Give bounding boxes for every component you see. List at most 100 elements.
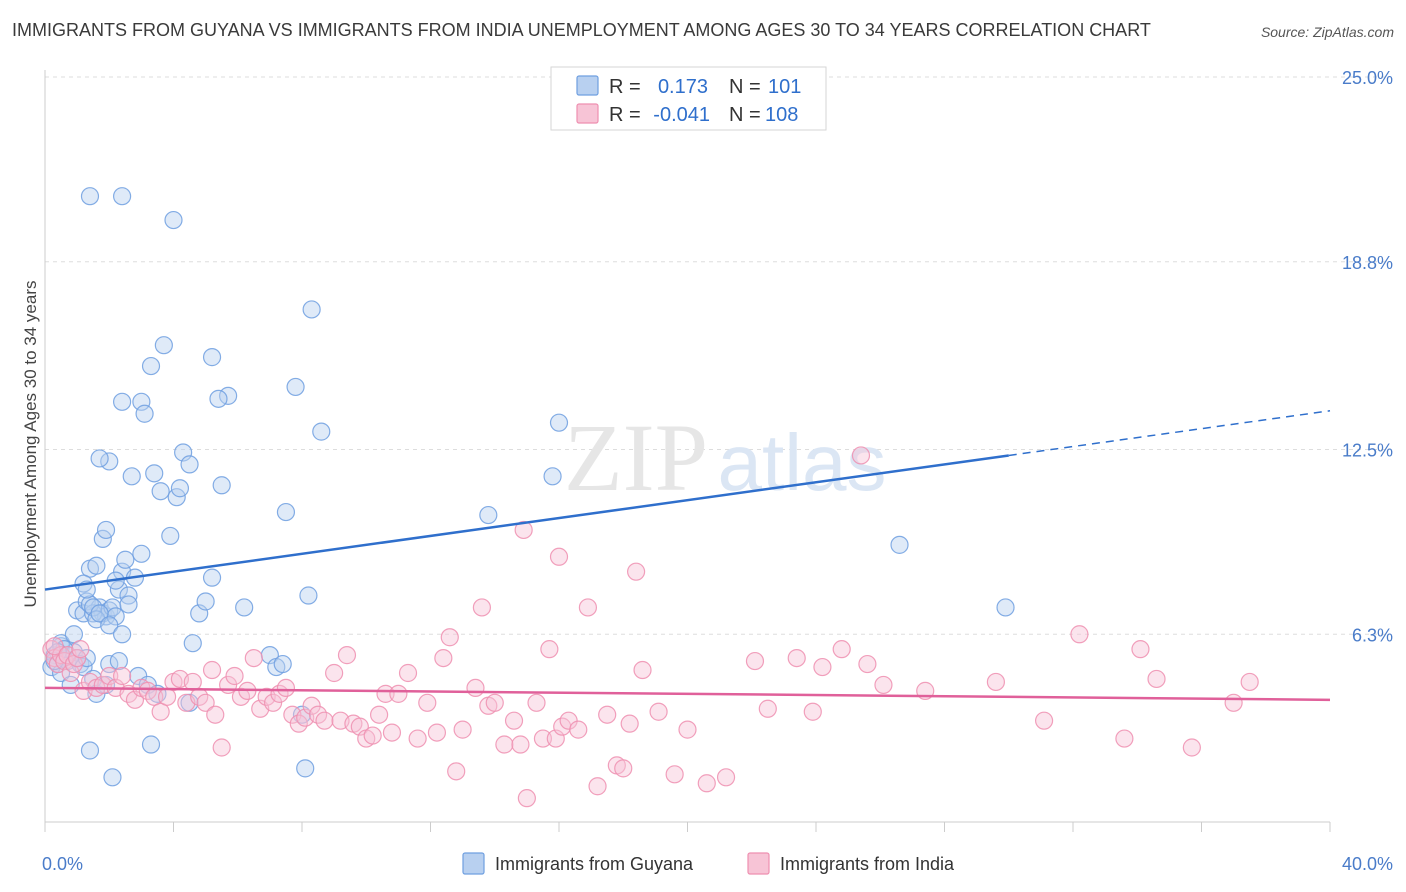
data-point-india bbox=[533, 729, 553, 748]
data-point-india bbox=[1115, 729, 1134, 748]
data-point-india bbox=[1147, 669, 1166, 689]
data-point-india bbox=[549, 547, 569, 566]
series-india-points bbox=[42, 446, 1259, 808]
data-point-india bbox=[716, 768, 736, 787]
data-point-india bbox=[858, 654, 877, 674]
data-point-india bbox=[453, 720, 472, 739]
legend-r-label: R = bbox=[609, 104, 641, 126]
data-point-india bbox=[697, 774, 716, 793]
data-point-india bbox=[758, 699, 777, 718]
data-point-guyana bbox=[132, 544, 151, 563]
data-point-india bbox=[363, 726, 382, 745]
legend-r-value-guyana: 0.173 bbox=[658, 76, 708, 98]
data-point-guyana bbox=[202, 568, 222, 587]
data-point-india bbox=[626, 562, 646, 581]
data-point-india bbox=[408, 729, 427, 748]
data-point-india bbox=[1034, 711, 1054, 730]
data-point-india bbox=[225, 666, 244, 686]
data-point-guyana bbox=[302, 300, 321, 319]
data-point-india bbox=[527, 693, 546, 712]
chart-title: IMMIGRANTS FROM GUYANA VS IMMIGRANTS FRO… bbox=[12, 20, 1151, 40]
data-point-india bbox=[196, 693, 215, 712]
y-tick-label: 18.8% bbox=[1342, 253, 1393, 273]
data-point-india bbox=[787, 648, 806, 668]
data-point-guyana bbox=[296, 759, 315, 778]
data-point-guyana bbox=[90, 449, 109, 468]
data-point-india bbox=[614, 759, 633, 778]
data-point-guyana bbox=[80, 187, 100, 206]
data-point-india bbox=[276, 678, 296, 698]
data-point-india bbox=[495, 735, 514, 754]
legend-n-value-guyana: 101 bbox=[768, 76, 801, 98]
data-point-india bbox=[376, 684, 395, 703]
data-point-india bbox=[832, 640, 851, 659]
trend-line-india bbox=[44, 686, 1331, 702]
series-legend: Immigrants from Guyana Immigrants from I… bbox=[462, 852, 955, 875]
data-point-india bbox=[427, 723, 447, 742]
data-point-guyana bbox=[170, 479, 190, 498]
data-point-guyana bbox=[90, 604, 109, 623]
series-legend-label-india: Immigrants from India bbox=[780, 854, 955, 874]
data-point-guyana bbox=[276, 502, 296, 522]
data-point-india bbox=[986, 672, 1006, 692]
data-point-india bbox=[665, 765, 684, 784]
data-point-guyana bbox=[235, 598, 254, 617]
series-legend-swatch-guyana bbox=[462, 852, 485, 875]
legend-n-label: N = bbox=[729, 104, 761, 126]
data-point-guyana bbox=[100, 616, 119, 635]
y-tick-label: 6.3% bbox=[1352, 625, 1393, 645]
axes bbox=[44, 70, 1331, 832]
data-point-guyana bbox=[543, 467, 562, 486]
data-point-guyana bbox=[183, 634, 202, 653]
data-point-guyana bbox=[119, 595, 138, 614]
series-legend-swatch-india bbox=[747, 852, 770, 875]
data-point-india bbox=[620, 714, 639, 733]
data-point-guyana bbox=[112, 392, 132, 411]
data-point-guyana bbox=[312, 422, 331, 441]
legend-swatch-india bbox=[576, 103, 599, 124]
data-point-guyana bbox=[479, 505, 498, 525]
data-point-india bbox=[633, 660, 652, 680]
data-point-india bbox=[472, 598, 491, 617]
data-point-guyana bbox=[103, 768, 122, 787]
data-point-india bbox=[440, 628, 459, 647]
data-point-india bbox=[418, 693, 437, 712]
data-point-india bbox=[1070, 625, 1089, 644]
data-point-india bbox=[851, 446, 871, 465]
data-point-guyana bbox=[996, 598, 1015, 617]
trend-line-guyana-extension bbox=[1008, 410, 1331, 457]
legend-n-label: N = bbox=[729, 76, 761, 98]
watermark-zip: ZIP bbox=[564, 404, 708, 511]
x-tick-label: 0.0% bbox=[42, 854, 83, 874]
x-tick-label: 40.0% bbox=[1342, 854, 1393, 874]
data-point-guyana bbox=[151, 482, 170, 501]
data-point-guyana bbox=[196, 592, 215, 611]
data-point-guyana bbox=[212, 476, 231, 495]
data-point-india bbox=[578, 598, 598, 617]
data-point-guyana bbox=[109, 651, 128, 671]
data-point-india bbox=[504, 711, 524, 730]
data-point-india bbox=[511, 735, 530, 754]
data-point-guyana bbox=[132, 392, 151, 411]
data-point-guyana bbox=[299, 586, 318, 605]
data-point-india bbox=[1240, 672, 1259, 692]
data-point-guyana bbox=[122, 467, 141, 486]
series-legend-label-guyana: Immigrants from Guyana bbox=[495, 854, 694, 874]
data-point-india bbox=[569, 720, 588, 739]
legend-r-label: R = bbox=[609, 76, 641, 98]
legend-r-value-india: -0.041 bbox=[653, 104, 710, 126]
data-point-india bbox=[803, 702, 822, 721]
data-point-india bbox=[206, 705, 225, 724]
grid-lines bbox=[45, 76, 1390, 635]
data-point-india bbox=[485, 693, 504, 712]
data-point-india bbox=[514, 520, 533, 540]
data-point-guyana bbox=[141, 735, 161, 754]
data-point-india bbox=[212, 738, 231, 757]
data-point-india bbox=[874, 675, 893, 695]
trend-line-guyana bbox=[44, 454, 1009, 591]
data-point-india bbox=[447, 762, 466, 781]
data-point-guyana bbox=[164, 210, 183, 230]
data-point-guyana bbox=[116, 550, 135, 569]
data-point-guyana bbox=[141, 356, 161, 376]
